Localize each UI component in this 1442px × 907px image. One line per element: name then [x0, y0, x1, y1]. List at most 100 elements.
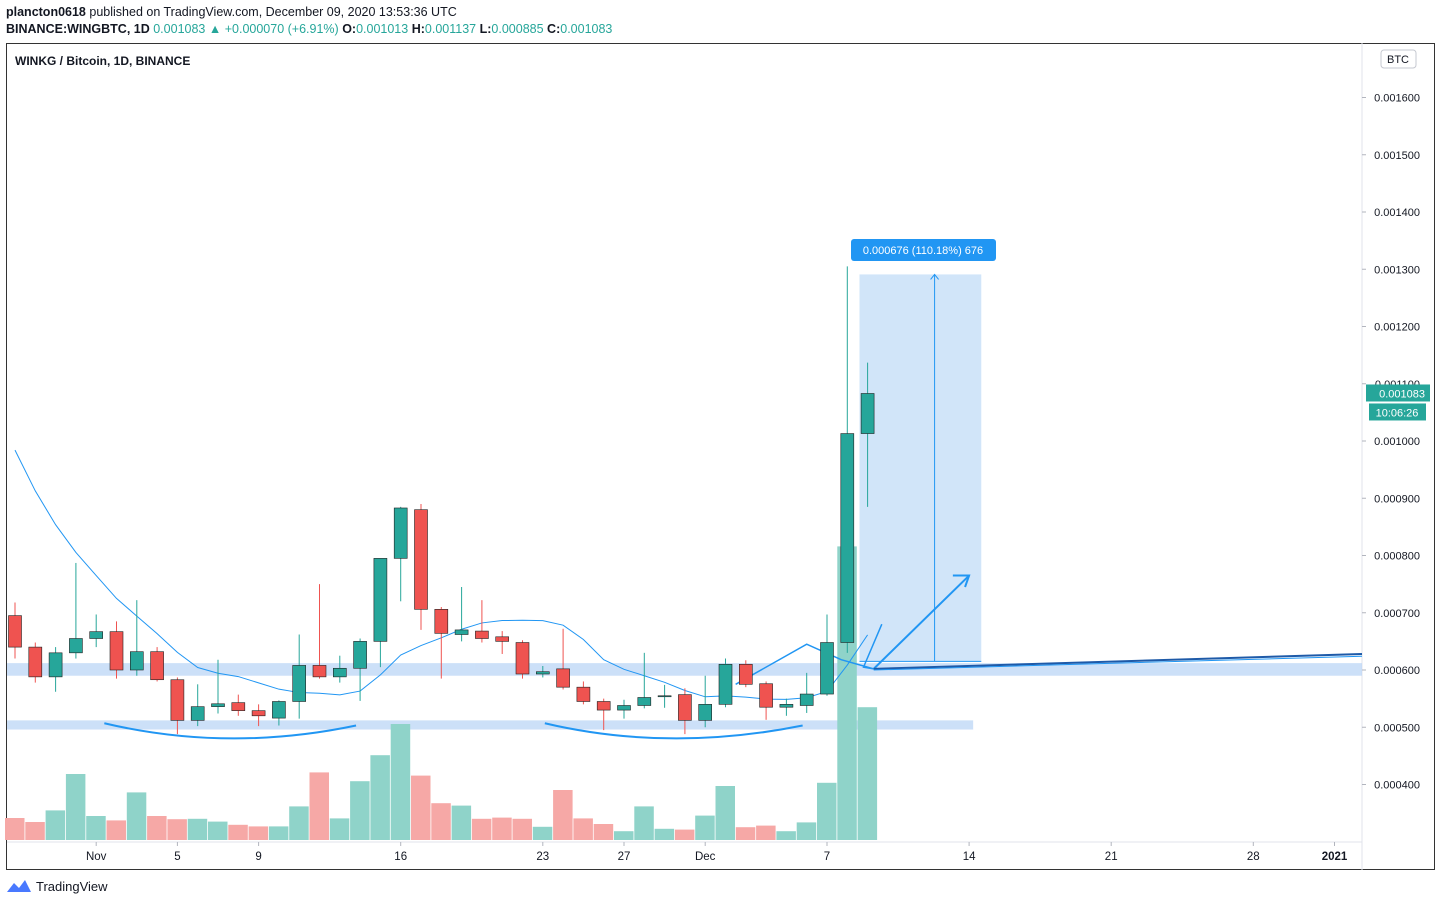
price-tick-label: 0.000500: [1374, 722, 1420, 734]
time-tick-label: Nov: [86, 851, 107, 863]
time-tick-label: 9: [255, 851, 261, 863]
volume-bar: [309, 772, 329, 840]
candle-body: [738, 663, 753, 685]
candle[interactable]: [89, 614, 103, 648]
candle[interactable]: [251, 704, 266, 727]
measure-range-box[interactable]: [859, 274, 982, 662]
candle[interactable]: [48, 647, 63, 692]
candle[interactable]: [231, 694, 246, 716]
candle-body: [678, 694, 692, 721]
currency-badge-label: BTC: [1387, 54, 1409, 66]
candle[interactable]: [170, 677, 185, 735]
candle[interactable]: [353, 638, 367, 701]
candle[interactable]: [820, 614, 834, 696]
candle[interactable]: [556, 628, 570, 690]
volume-bar: [735, 827, 756, 840]
projection-path[interactable]: [735, 623, 883, 685]
candle-body: [617, 705, 631, 711]
candle-body: [8, 615, 22, 648]
candle-body: [150, 651, 164, 681]
candle-body: [130, 651, 144, 671]
volume-bar: [350, 781, 370, 840]
projection-arrow-head-icon: [952, 574, 971, 588]
author-name[interactable]: plancton0618: [6, 5, 86, 19]
close-value: 0.001083: [560, 22, 613, 36]
close-label: C:: [547, 22, 561, 36]
measure-arrow-head-icon: [930, 273, 939, 280]
candle[interactable]: [332, 655, 347, 683]
candle[interactable]: [69, 562, 83, 659]
rounded-bottom-curve-right[interactable]: [544, 722, 803, 740]
candle[interactable]: [617, 699, 631, 719]
low-value: 0.000885: [491, 22, 544, 36]
candle[interactable]: [109, 621, 124, 679]
candle[interactable]: [28, 642, 43, 683]
candle[interactable]: [840, 266, 855, 653]
candle[interactable]: [130, 600, 144, 676]
candle[interactable]: [759, 681, 773, 720]
candle[interactable]: [698, 675, 713, 728]
candle[interactable]: [576, 681, 591, 705]
volume-bar: [654, 828, 675, 840]
candle[interactable]: [718, 658, 733, 708]
rounded-bottom-curve-left[interactable]: [104, 722, 357, 740]
candle[interactable]: [292, 634, 307, 719]
candle[interactable]: [150, 647, 164, 682]
candle[interactable]: [190, 684, 205, 727]
last-price-marker: [1366, 384, 1430, 402]
candle-body: [475, 630, 489, 639]
candle[interactable]: [515, 640, 530, 679]
currency-badge[interactable]: BTC: [1380, 49, 1417, 69]
candle-body: [799, 693, 814, 706]
candle[interactable]: [738, 660, 753, 688]
candle[interactable]: [393, 506, 408, 602]
volume-bar: [492, 817, 512, 840]
candle[interactable]: [211, 659, 225, 714]
tradingview-logo-icon: [7, 880, 31, 892]
candle[interactable]: [637, 652, 652, 709]
chart-title: WINKG / Bitcoin, 1D, BINANCE: [15, 54, 190, 68]
tradingview-logo[interactable]: TradingView: [6, 878, 108, 894]
candle-body: [414, 509, 428, 610]
candle[interactable]: [495, 631, 510, 654]
candle-body: [48, 652, 63, 678]
candle[interactable]: [312, 584, 327, 679]
trend-line[interactable]: [873, 652, 1363, 670]
candle-body: [718, 663, 733, 705]
volume-bar: [329, 818, 350, 840]
candle[interactable]: [414, 503, 428, 630]
price-tick-label: 0.001200: [1374, 322, 1420, 334]
candle[interactable]: [657, 684, 672, 708]
candle[interactable]: [434, 607, 449, 679]
candle[interactable]: [596, 698, 611, 731]
candle[interactable]: [454, 586, 469, 642]
support-zone-lower[interactable]: [7, 720, 974, 730]
candle[interactable]: [799, 672, 814, 713]
candle-body: [332, 667, 347, 678]
volume-bar: [289, 806, 309, 840]
candle-body: [170, 679, 185, 721]
measure-label: 0.000676 (110.18%) 676: [863, 245, 983, 257]
trend-line-shadow: [873, 655, 1363, 671]
candle[interactable]: [272, 700, 286, 726]
candle-body: [190, 706, 205, 721]
projection-arrow-line[interactable]: [872, 574, 970, 670]
support-zone-upper[interactable]: [7, 663, 1362, 676]
candle[interactable]: [475, 600, 489, 643]
volume-bar: [187, 818, 208, 840]
candle[interactable]: [373, 558, 388, 668]
candle[interactable]: [779, 698, 794, 716]
candle[interactable]: [535, 665, 550, 678]
candle-body: [840, 433, 855, 643]
candle[interactable]: [678, 688, 692, 735]
low-label: L:: [479, 22, 492, 36]
price-change: +0.000070 (+6.91%): [224, 22, 339, 36]
candle[interactable]: [860, 362, 875, 507]
candle[interactable]: [8, 602, 22, 659]
candle-body: [556, 668, 570, 688]
time-tick-label: 2021: [1322, 851, 1348, 863]
high-value: 0.001137: [424, 22, 477, 36]
volume-bar: [857, 707, 878, 840]
price-tick-label: 0.001300: [1374, 264, 1420, 276]
